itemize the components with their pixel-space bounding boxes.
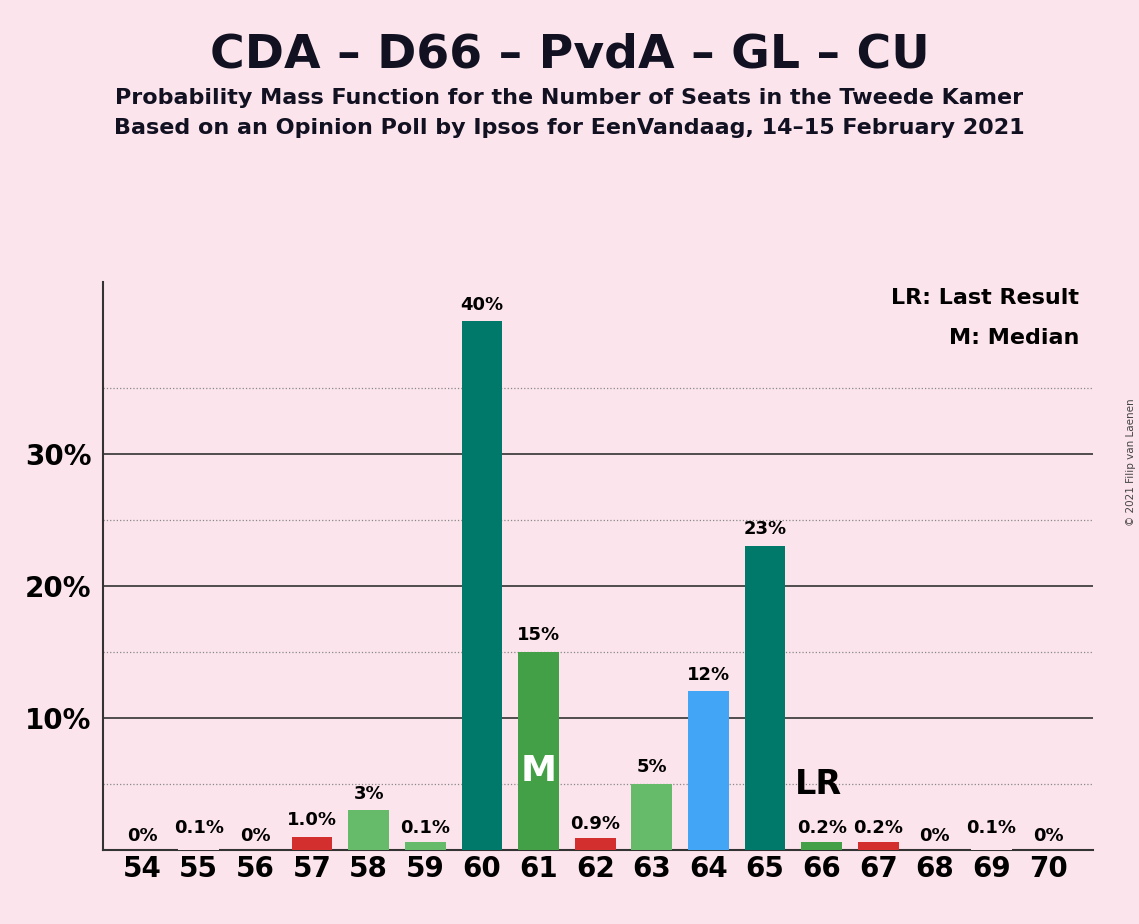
Text: 0.1%: 0.1% [174, 819, 223, 837]
Text: 5%: 5% [637, 758, 667, 776]
Text: 0%: 0% [126, 828, 157, 845]
Text: 0%: 0% [240, 828, 271, 845]
Text: M: M [521, 754, 557, 788]
Bar [688, 691, 729, 850]
Text: CDA – D66 – PvdA – GL – CU: CDA – D66 – PvdA – GL – CU [210, 32, 929, 78]
Text: 3%: 3% [353, 784, 384, 803]
Bar [292, 837, 333, 850]
Bar [801, 842, 842, 850]
Bar [745, 546, 786, 850]
Bar [972, 849, 1011, 850]
Text: 23%: 23% [744, 520, 787, 538]
Text: LR: LR [795, 768, 842, 800]
Text: LR: Last Result: LR: Last Result [892, 288, 1080, 309]
Text: 40%: 40% [460, 296, 503, 313]
Text: 1.0%: 1.0% [287, 811, 337, 829]
Text: Based on an Opinion Poll by Ipsos for EenVandaag, 14–15 February 2021: Based on an Opinion Poll by Ipsos for Ee… [114, 118, 1025, 139]
Text: 0.1%: 0.1% [400, 819, 450, 837]
Bar [179, 842, 219, 850]
Text: © 2021 Filip van Laenen: © 2021 Filip van Laenen [1126, 398, 1136, 526]
Bar [349, 810, 390, 850]
Text: 0.1%: 0.1% [967, 819, 1016, 837]
Text: 15%: 15% [517, 626, 560, 644]
Bar [461, 322, 502, 850]
Text: Probability Mass Function for the Number of Seats in the Tweede Kamer: Probability Mass Function for the Number… [115, 88, 1024, 108]
Bar [404, 842, 445, 850]
Text: 0.2%: 0.2% [796, 819, 846, 837]
Bar [518, 651, 559, 850]
Text: 0%: 0% [919, 828, 950, 845]
Bar [858, 842, 899, 850]
Text: 0.2%: 0.2% [853, 819, 903, 837]
Bar [179, 849, 219, 850]
Text: 0.9%: 0.9% [571, 815, 620, 833]
Bar [858, 847, 899, 850]
Bar [631, 784, 672, 850]
Bar [972, 842, 1011, 850]
Bar [404, 849, 445, 850]
Text: 0%: 0% [1033, 828, 1064, 845]
Bar [575, 838, 615, 850]
Bar [801, 847, 842, 850]
Text: 12%: 12% [687, 665, 730, 684]
Text: M: Median: M: Median [949, 328, 1080, 348]
